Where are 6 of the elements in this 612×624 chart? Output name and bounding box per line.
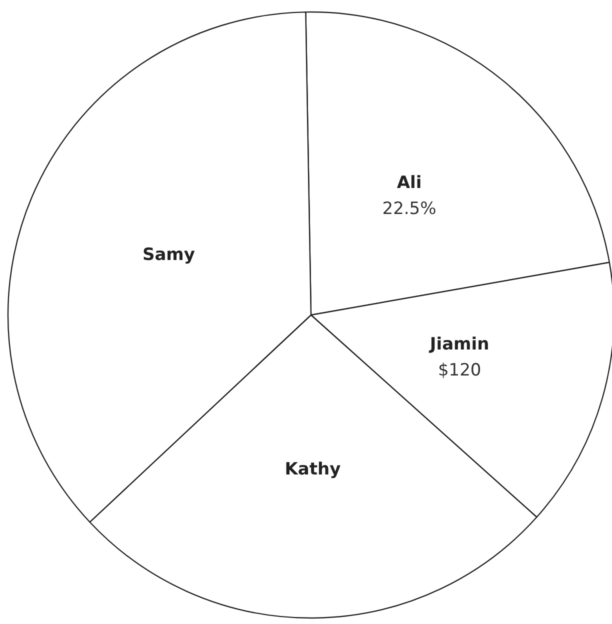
text: $120 bbox=[438, 360, 482, 380]
slice-label: Samy bbox=[142, 244, 195, 265]
slice-label: Kathy bbox=[284, 459, 341, 480]
slice-label: Jiamin bbox=[428, 334, 490, 354]
data-label: 22.5% bbox=[382, 198, 436, 219]
slice-label: Ali bbox=[396, 172, 422, 193]
